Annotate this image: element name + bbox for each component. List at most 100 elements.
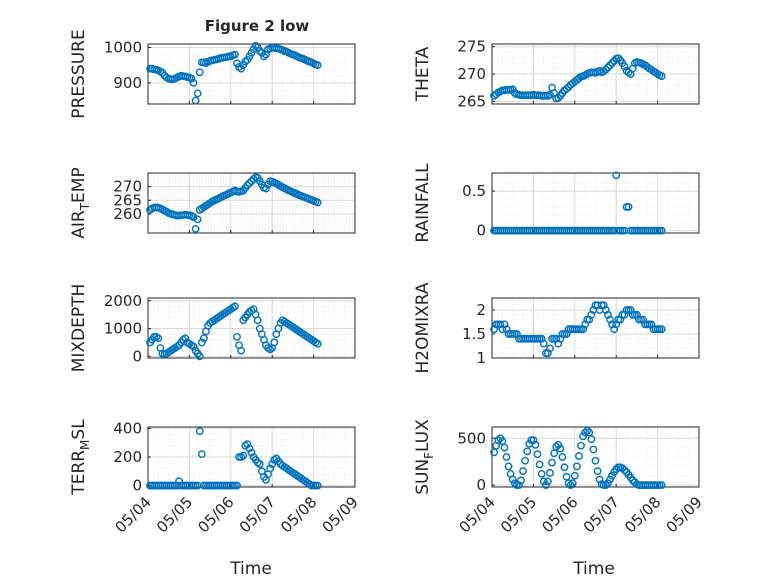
data-point: [546, 344, 554, 353]
data-point: [558, 453, 567, 461]
data-point: [543, 349, 552, 358]
data-point: [187, 74, 196, 83]
y-axis-label: PRESSURE: [69, 29, 89, 118]
data-point: [193, 215, 202, 224]
data-point: [243, 181, 252, 190]
data-point: [647, 320, 656, 329]
data-point: [556, 334, 565, 343]
data-point: [270, 338, 279, 347]
y-tick-label: 260: [113, 205, 142, 223]
data-point: [620, 62, 629, 71]
data-point: [313, 339, 322, 348]
data-point: [610, 325, 619, 334]
data-point: [197, 338, 206, 347]
data-point: [508, 85, 517, 94]
data-point: [494, 436, 503, 445]
data-point: [560, 463, 569, 472]
data-point: [535, 460, 544, 469]
data-point: [490, 448, 498, 457]
data-point: [620, 466, 629, 475]
subplot-mixdepth: 0 1000 2000 MIXDEPTH: [69, 284, 356, 372]
y-axis-label: TERRMSL: [69, 419, 92, 496]
data-point: [620, 310, 629, 319]
axes-box: [491, 297, 700, 359]
data-point: [500, 320, 509, 329]
y-axis-label: SUNFLUX: [413, 419, 436, 495]
data-point: [502, 325, 511, 334]
data-point: [189, 78, 198, 87]
data-point: [537, 469, 546, 478]
data-point: [572, 462, 581, 471]
x-axis-label-right: Time: [572, 559, 615, 579]
data-point: [552, 334, 561, 343]
data-point: [255, 460, 264, 469]
data-point: [523, 447, 532, 456]
data-point: [554, 339, 563, 348]
data-point: [498, 325, 507, 334]
data-point: [568, 479, 577, 488]
data-point: [243, 440, 252, 449]
axes-box: [147, 297, 356, 359]
y-tick-label: 270: [113, 178, 142, 196]
y-tick-label: 0: [132, 477, 142, 495]
data-point: [195, 427, 204, 436]
data-point: [601, 481, 610, 490]
data-point: [575, 452, 583, 460]
data-point: [189, 342, 198, 351]
subplot-pressure: 900 1000 PRESSURE: [69, 29, 356, 119]
y-tick-label: 270: [457, 65, 486, 83]
data-point: [533, 450, 542, 459]
data-point: [189, 213, 198, 222]
data-point: [604, 479, 612, 488]
data-point: [546, 90, 554, 99]
data-point: [496, 320, 505, 329]
data-point: [199, 334, 208, 343]
data-point: [541, 481, 550, 490]
data-point: [543, 477, 552, 486]
data-point: [537, 334, 546, 343]
data-point: [554, 94, 563, 102]
data-point: [595, 475, 604, 484]
data-point: [587, 310, 596, 319]
data-point: [583, 426, 592, 435]
data-point: [612, 171, 621, 180]
subplot-rainfall: 0 0.5 RAINFALL: [413, 163, 700, 243]
data-point: [195, 352, 204, 361]
data-point: [606, 61, 614, 70]
y-tick-label: 1000: [104, 320, 142, 338]
data-point: [239, 451, 248, 460]
data-point: [235, 63, 243, 71]
data-point: [608, 471, 616, 480]
axes-box: [491, 426, 700, 488]
data-point: [191, 96, 200, 105]
y-axis-label: RAINFALL: [413, 163, 433, 243]
data-point: [581, 428, 590, 437]
data-point: [624, 68, 633, 77]
data-point: [510, 479, 519, 488]
data-point: [579, 432, 587, 441]
data-point: [504, 462, 513, 471]
data-point: [512, 330, 521, 338]
data-point: [502, 453, 511, 461]
data-point: [566, 481, 575, 490]
data-point: [313, 61, 322, 70]
y-tick-label: 2000: [104, 292, 142, 310]
data-point: [614, 54, 623, 63]
y-tick-label: 2: [476, 301, 486, 319]
y-tick-label: 0: [476, 476, 486, 494]
data-point: [175, 477, 183, 486]
data-point: [521, 456, 530, 465]
data-point: [517, 476, 525, 485]
data-point: [570, 471, 579, 480]
data-point: [515, 481, 523, 490]
data-point: [608, 320, 616, 329]
y-tick-label: 275: [457, 38, 486, 56]
data-point: [601, 65, 610, 74]
data-point: [633, 310, 641, 319]
data-point: [612, 320, 621, 329]
data-point: [500, 443, 509, 452]
y-tick-label: 265: [113, 191, 142, 209]
data-point: [550, 449, 558, 458]
data-point: [608, 59, 616, 67]
